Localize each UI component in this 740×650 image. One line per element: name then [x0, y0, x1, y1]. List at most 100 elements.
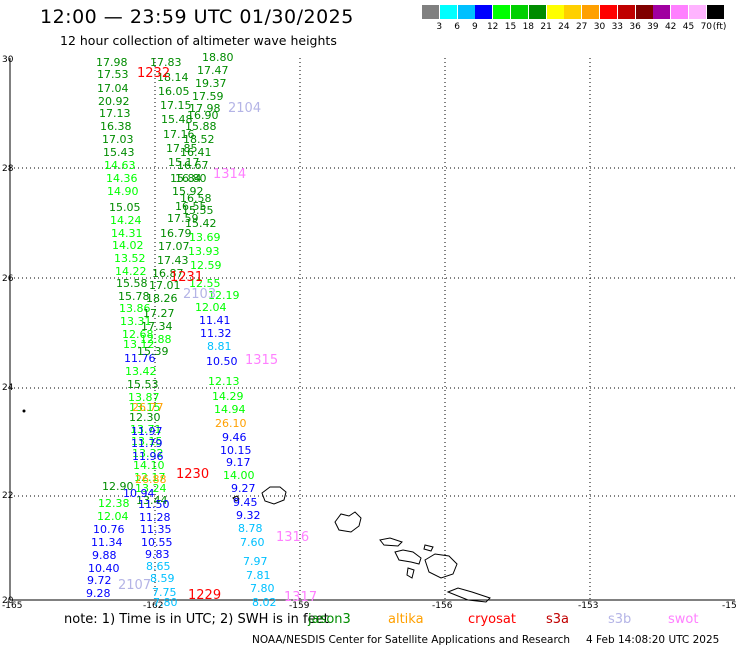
wave-height-value: 17.83: [150, 56, 182, 69]
color-swatch: [457, 5, 475, 19]
wave-height-value: 17.47: [197, 64, 229, 77]
wave-height-value: 17.59: [167, 212, 199, 225]
wave-height-value: 10.15: [220, 444, 252, 457]
wave-height-value: 9.72: [87, 574, 112, 587]
color-swatch: [635, 5, 653, 19]
wave-height-value: 13.15: [131, 435, 163, 448]
wave-height-value: 15.42: [185, 217, 217, 230]
island-outline: [394, 549, 422, 565]
wave-height-value: 15.48: [161, 113, 193, 126]
wave-height-value: 14.29: [212, 390, 244, 403]
timestamp-text: 4 Feb 14:08:20 UTC 2025: [586, 634, 720, 646]
wave-height-value: 8.78: [238, 522, 263, 535]
wave-height-value: 17.85: [166, 142, 198, 155]
island-outline: [424, 553, 458, 579]
wave-height-value: 11.96: [132, 450, 164, 463]
color-scale-label: 3: [436, 22, 443, 32]
wave-height-value: 18.26: [146, 292, 178, 305]
wave-height-value: 15.53: [127, 378, 159, 391]
wave-height-value: 13.31: [120, 315, 152, 328]
wave-height-value: 7.81: [246, 569, 271, 582]
wave-height-value: 11.97: [131, 425, 163, 438]
legend-entry: s3b: [608, 612, 632, 627]
color-scale-label: 70: [700, 22, 713, 32]
wave-height-value: 11.41: [199, 314, 231, 327]
wave-height-value: 11.34: [91, 536, 123, 549]
color-scale-label: 24: [558, 22, 570, 32]
wave-height-value: 9.88: [92, 549, 117, 562]
color-swatch: [582, 5, 600, 19]
wave-height-value: 15.17: [168, 156, 200, 169]
wave-height-value: 11.79: [131, 437, 163, 450]
longitude-label: -162: [143, 601, 164, 611]
wave-height-value: 12.13: [208, 375, 240, 388]
color-scale-unit: (ft): [712, 22, 727, 32]
pass-number-label: 1316: [276, 530, 310, 545]
pass-number-label: 1230: [176, 467, 210, 482]
pass-number-label: 2107: [118, 578, 152, 593]
longitude-label: -15: [722, 601, 737, 611]
island-outline: [379, 537, 403, 547]
wave-height-value: 16.87: [152, 267, 184, 280]
wave-height-value: 9.27: [231, 482, 256, 495]
wave-height-value: 7.97: [243, 555, 268, 568]
map-title: 12:00 — 23:59 UTC 01/30/2025: [40, 6, 354, 28]
wave-height-value: 7.80: [153, 596, 178, 609]
wave-height-value: 15.84: [170, 172, 202, 185]
island-outline: [334, 511, 362, 533]
wave-height-value: 9.28: [86, 587, 111, 600]
legend-entry: jason3: [308, 612, 351, 627]
island-outline: [261, 486, 287, 505]
wave-height-value: 11.32: [200, 327, 232, 340]
wave-height-value: 12.19: [208, 289, 240, 302]
pass-number-label: 2104: [228, 101, 262, 116]
pass-number-label: 1229: [188, 588, 222, 603]
wave-height-value: 13.52: [114, 252, 146, 265]
wave-height-value: 12.04: [97, 510, 129, 523]
wave-height-value: 14.00: [223, 469, 255, 482]
color-swatch: [564, 5, 582, 19]
note-text: note: 1) Time is in UTC; 2) SWH is in fe…: [64, 612, 329, 627]
wave-height-value: 17.98: [189, 102, 221, 115]
pass-number-label: 1315: [245, 353, 279, 368]
wave-height-value: 17.98: [96, 56, 128, 69]
wave-height-value: 17.53: [97, 68, 129, 81]
latitude-label: 24: [2, 383, 14, 393]
lat-lon-grid: [9, 58, 735, 601]
wave-height-value: 13.87: [128, 391, 160, 404]
hawaii-coastlines: [22, 409, 491, 603]
map-marker-dot: [22, 409, 26, 413]
color-scale-label: 30: [593, 22, 606, 32]
color-scale-label: 12: [486, 22, 499, 32]
wave-height-value: 10.50: [206, 355, 238, 368]
wave-height-value: 13.42: [125, 365, 157, 378]
pass-number-label: 1232: [137, 66, 171, 81]
wave-height-value: 17.59: [192, 90, 224, 103]
color-swatch: [600, 5, 617, 19]
wave-height-value: 11.28: [139, 511, 171, 524]
wave-height-value: 9.45: [233, 496, 258, 509]
latitude-label: 26: [2, 274, 14, 284]
island-outline: [446, 587, 491, 603]
wave-height-value: 8.65: [146, 560, 171, 573]
color-swatch: [617, 5, 635, 19]
wave-height-value: 17.07: [158, 240, 190, 253]
color-scale-label: 15: [504, 22, 517, 32]
latitude-label: 22: [2, 491, 14, 501]
wave-height-value: 17.27: [143, 307, 175, 320]
color-scale-label: 21: [540, 22, 552, 32]
legend-entry: cryosat: [468, 612, 516, 627]
wave-height-value: 7.80: [250, 582, 275, 595]
wave-height-value: 20.92: [98, 95, 130, 108]
wave-height-value: 14.31: [111, 227, 143, 240]
wave-height-value: 12.04: [195, 301, 227, 314]
pass-number-label: 1317: [284, 590, 318, 605]
wave-height-value: 8.81: [207, 340, 232, 353]
wave-height-value: 13.71: [130, 423, 162, 436]
latitude-label: 20: [2, 596, 14, 606]
wave-height-value: 13.15: [129, 401, 161, 414]
wave-height-value: 17.34: [141, 320, 173, 333]
wave-height-value: 12.59: [190, 259, 222, 272]
wave-height-value: 14.24: [110, 214, 142, 227]
wave-height-value: 13.12: [123, 338, 155, 351]
